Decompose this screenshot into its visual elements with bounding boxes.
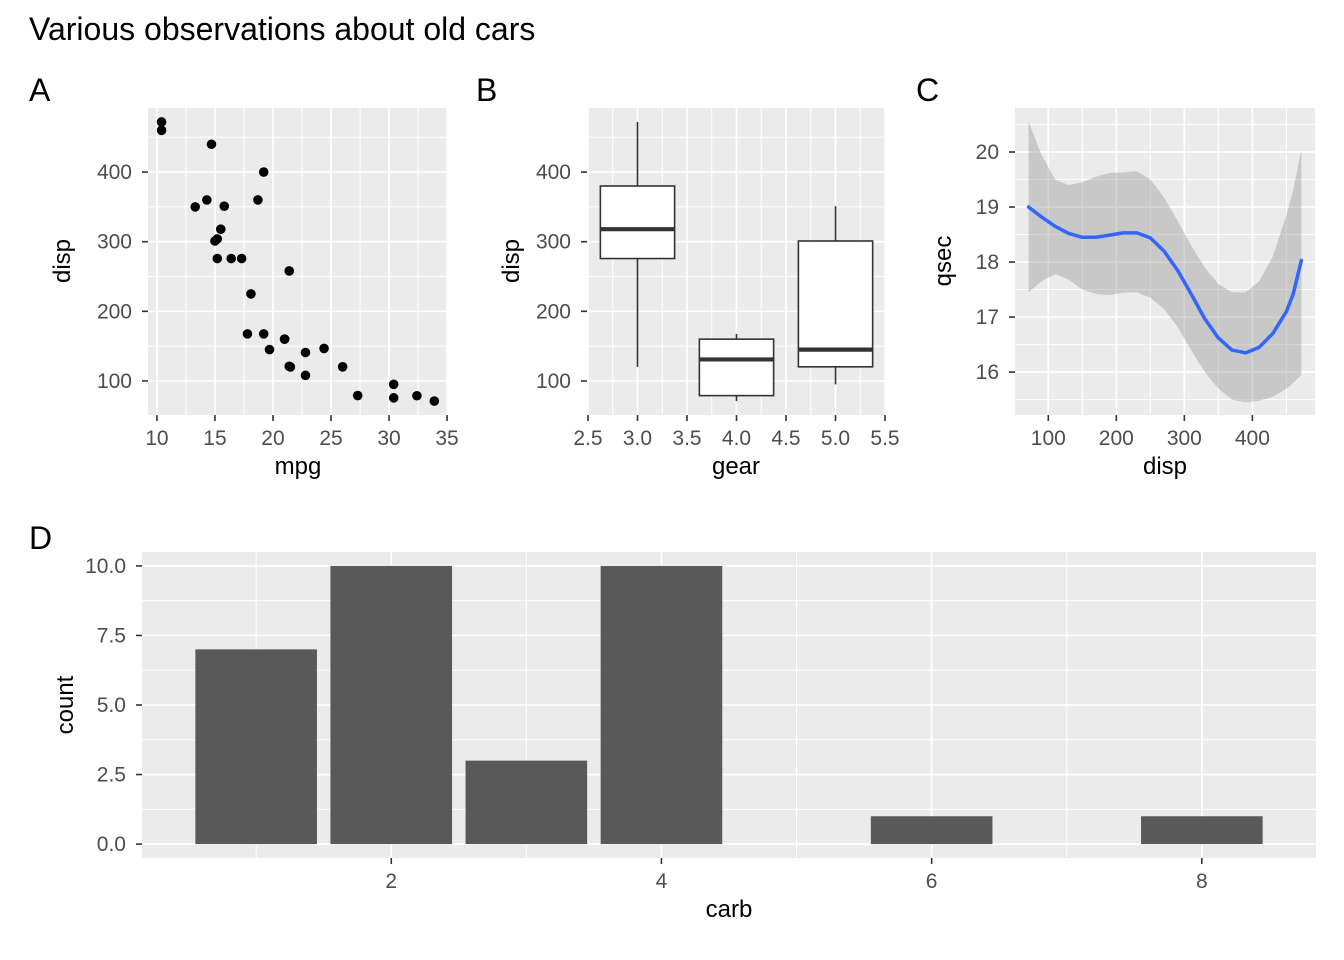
panel-a-point [226, 253, 237, 264]
panel-a-point [206, 139, 217, 150]
panel-a-point [258, 167, 269, 177]
panel-c-y-tick-label: 17 [976, 306, 999, 329]
panel-a-point [284, 361, 295, 372]
panel-c-x-tick-label: 100 [1031, 427, 1066, 450]
panel-d-y-tick-label: 10.0 [85, 555, 126, 578]
panel-tag-d: D [29, 520, 53, 556]
panel-a-x-tick-label: 15 [203, 427, 226, 450]
panel-d-bar [600, 565, 723, 845]
panel-a-point [300, 347, 311, 358]
panel-b-y-tick-label: 200 [536, 300, 571, 323]
panel-tag-c: C [916, 72, 940, 108]
panel-a-point [156, 125, 167, 136]
panel-a-x-tick-label: 10 [145, 427, 168, 450]
panel-a-point [246, 289, 256, 299]
panel-d-bar [330, 565, 453, 845]
panel-a-y-tick-label: 400 [97, 161, 132, 184]
panel-a-point [212, 253, 223, 264]
figure-title: Various observations about old cars [29, 11, 536, 47]
panel-c-y-axis-title: qsec [930, 235, 957, 287]
panel-a-point [236, 253, 247, 264]
panel-b-y-tick-label: 300 [536, 231, 571, 254]
panel-a-y-tick-label: 200 [97, 300, 132, 323]
panel-c-confidence-ribbon [1028, 121, 1302, 403]
panel-a-point [210, 236, 220, 246]
panel-a-point [429, 396, 440, 406]
panel-d-x-tick-label: 6 [926, 870, 938, 893]
panel-c-y-tick-label: 16 [976, 361, 999, 384]
panel-d-y-tick-label: 5.0 [97, 694, 126, 717]
panel-a-y-axis-title: disp [49, 238, 76, 284]
panel-d-x-axis-title: carb [705, 896, 753, 923]
panel-c-x-axis-title: disp [1142, 453, 1188, 480]
panel-c-y-tick-label: 20 [976, 141, 999, 164]
panel-b-x-tick-label: 5.5 [870, 427, 899, 450]
panel-a-point [300, 370, 311, 381]
panel-b-box [797, 240, 874, 368]
panel-a-x-tick-label: 20 [261, 427, 284, 450]
panel-a-point [242, 329, 253, 339]
panel-d-bar [195, 649, 317, 845]
panel-d-bar [870, 816, 993, 845]
panel-a-point [253, 195, 263, 205]
panel-b-x-tick-label: 4.5 [771, 427, 800, 450]
panel-a-point [388, 393, 399, 403]
panel-d-bar [1141, 816, 1263, 845]
panel-d-y-axis-title: count [52, 675, 79, 735]
panel-b-x-tick-label: 5.0 [821, 427, 850, 450]
panel-d-bar [465, 760, 588, 845]
panel-b-box [599, 185, 676, 260]
panel-a-point [388, 379, 399, 390]
panel-a-point [202, 195, 212, 205]
panel-c-smooth-line [1026, 205, 1304, 355]
panel-b-y-axis-title: disp [498, 238, 525, 284]
panel-a-point [190, 202, 201, 212]
panel-b-y-tick-label: 400 [536, 161, 571, 184]
panel-tag-b: B [476, 72, 498, 108]
panel-a-point [219, 201, 230, 211]
panel-b-y-tick-label: 100 [536, 370, 571, 393]
panel-a-x-tick-label: 30 [377, 427, 400, 450]
panel-a-x-axis-title: mpg [274, 453, 322, 480]
panel-a-point [284, 266, 295, 276]
panel-a-point [258, 329, 269, 339]
panel-a-point [264, 344, 275, 355]
panel-a-point [352, 390, 363, 401]
panel-tag-a: A [29, 72, 51, 108]
panel-b-box [698, 338, 775, 397]
panel-a-y-tick-label: 300 [97, 231, 132, 254]
panel-a-y-tick-label: 100 [97, 370, 132, 393]
panel-a-point [215, 224, 226, 234]
panel-c-y-tick-label: 18 [976, 251, 999, 274]
panel-d-x-tick-label: 4 [656, 870, 668, 893]
panel-c-x-tick-label: 300 [1167, 427, 1202, 450]
panel-c-x-tick-label: 200 [1099, 427, 1134, 450]
panel-b-x-tick-label: 2.5 [573, 427, 602, 450]
panel-d-y-tick-label: 7.5 [97, 624, 126, 647]
panel-a-x-tick-label: 35 [435, 427, 458, 450]
panel-d-x-tick-label: 8 [1196, 870, 1208, 893]
panel-d-x-tick-label: 2 [385, 870, 397, 893]
panel-a-background [148, 108, 448, 415]
panel-c-x-tick-label: 400 [1235, 427, 1270, 450]
panel-b-x-tick-label: 4.0 [722, 427, 751, 450]
panel-d-y-tick-label: 2.5 [97, 764, 126, 787]
panel-a-point [337, 362, 348, 372]
panel-b-x-axis-title: gear [711, 453, 761, 480]
panel-a-point [279, 334, 290, 344]
panel-c-y-tick-label: 19 [976, 196, 999, 219]
panel-d-y-tick-label: 0.0 [97, 833, 126, 856]
panel-a-point [319, 343, 329, 354]
panel-b-x-tick-label: 3.0 [623, 427, 652, 450]
panel-a-point [156, 117, 167, 127]
panel-a-point [412, 390, 422, 401]
panel-b-x-tick-label: 3.5 [672, 427, 701, 450]
panel-a-x-tick-label: 25 [319, 427, 342, 450]
